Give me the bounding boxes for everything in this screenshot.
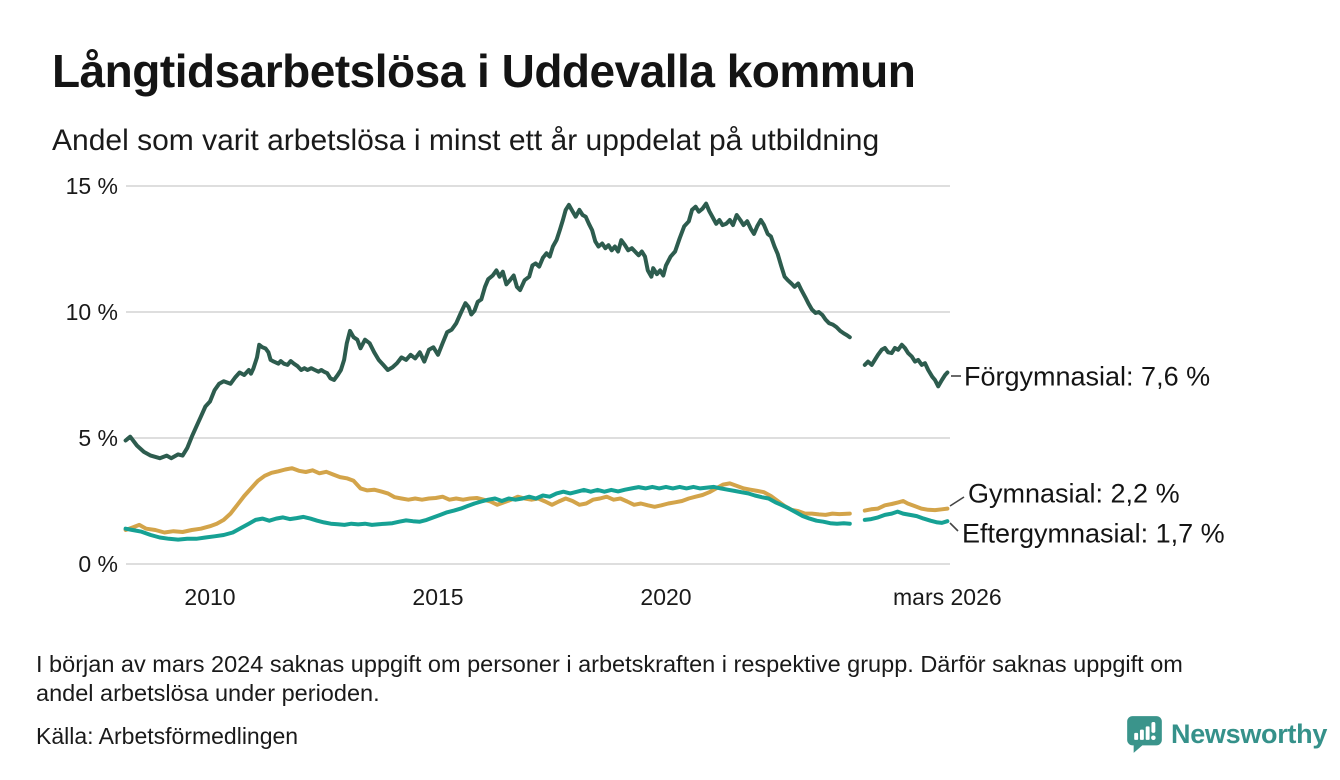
series-end-label-eftergymnasial: Eftergymnasial: 1,7 % xyxy=(962,518,1225,549)
footnote-line-1: I början av mars 2024 saknas uppgift om … xyxy=(36,651,1183,677)
y-axis-tick-label: 10 % xyxy=(65,299,118,325)
series-line-gymnasial xyxy=(862,499,950,513)
label-connector xyxy=(949,496,965,507)
newsworthy-logo: Newsworthy xyxy=(1126,714,1327,754)
chart-footnote: I början av mars 2024 saknas uppgift om … xyxy=(36,650,1316,707)
newsworthy-logo-icon xyxy=(1126,715,1163,754)
series-line-eftergymnasial xyxy=(862,509,950,525)
x-axis-tick-label: mars 2026 xyxy=(893,584,1002,610)
x-axis-tick-label: 2020 xyxy=(640,584,692,610)
y-axis-tick-label: 15 % xyxy=(65,173,118,199)
series-line-förgymnasial xyxy=(862,342,950,389)
x-axis-tick-label: 2015 xyxy=(412,584,464,610)
series-line-gymnasial xyxy=(123,466,852,535)
series-line-eftergymnasial xyxy=(123,484,852,542)
series-line-förgymnasial xyxy=(123,201,852,461)
page-title: Långtidsarbetslösa i Uddevalla kommun xyxy=(52,45,916,97)
newsworthy-logo-text: Newsworthy xyxy=(1171,718,1328,749)
y-axis-tick-label: 5 % xyxy=(78,425,118,451)
series-end-label-förgymnasial: Förgymnasial: 7,6 % xyxy=(964,361,1211,392)
label-connector xyxy=(949,522,959,532)
y-axis-tick-label: 0 % xyxy=(78,551,118,577)
series-end-label-gymnasial: Gymnasial: 2,2 % xyxy=(968,478,1180,509)
footnote-line-2: andel arbetslösa under perioden. xyxy=(36,679,380,706)
source-note: Källa: Arbetsförmedlingen xyxy=(36,723,299,749)
x-axis-tick-label: 2010 xyxy=(184,584,236,610)
chart-subtitle: Andel som varit arbetslösa i minst ett å… xyxy=(52,124,880,157)
